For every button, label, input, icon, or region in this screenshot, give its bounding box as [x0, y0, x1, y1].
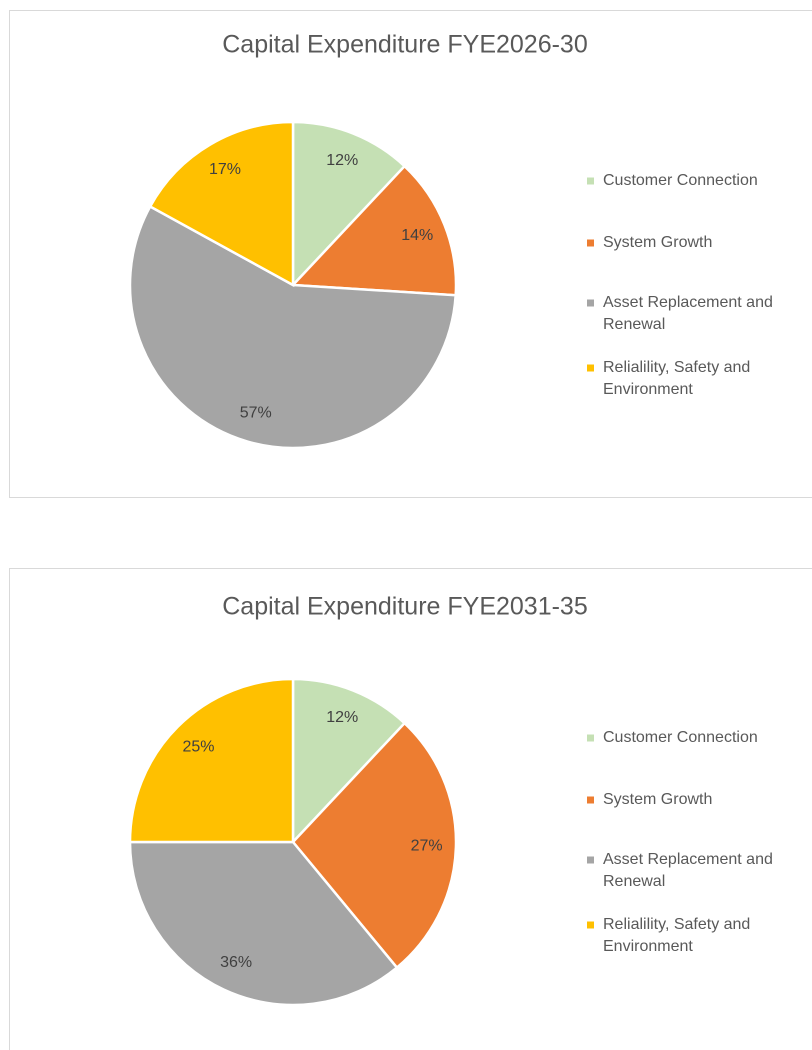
legend-label: System Growth [603, 791, 713, 808]
pie-slice [128, 204, 458, 450]
data-label: 57% [240, 405, 272, 422]
legend-marker [587, 177, 594, 185]
legend-marker [587, 239, 594, 247]
data-label: 25% [182, 739, 214, 756]
pie-slice [291, 721, 458, 970]
legend-marker [587, 856, 594, 864]
legend-label: Customer Connection [603, 172, 758, 189]
pie-slice [290, 164, 458, 297]
data-label: 27% [411, 837, 443, 854]
pie-slice [128, 840, 399, 1007]
pie-slice [148, 120, 295, 288]
data-label: 12% [326, 709, 358, 726]
legend-marker [587, 921, 594, 929]
chart-title: Capital Expenditure FYE2031-35 [222, 593, 588, 621]
legend-marker [587, 734, 594, 742]
legend-marker [587, 364, 594, 372]
legend-label: Relialility, Safety and Environment [603, 359, 751, 398]
legend-marker [587, 796, 594, 804]
pie-slice [128, 677, 295, 844]
legend-marker [587, 299, 594, 307]
legend-label: Relialility, Safety and Environment [603, 916, 751, 955]
legend-label: System Growth [603, 234, 713, 251]
legend-label: Asset Replacement and Renewal [603, 851, 773, 890]
data-label: 12% [326, 152, 358, 169]
chart-title: Capital Expenditure FYE2026-30 [222, 31, 588, 59]
data-label: 17% [209, 161, 241, 178]
legend-label: Customer Connection [603, 729, 758, 746]
legend-label: Asset Replacement and Renewal [603, 294, 773, 333]
data-label: 14% [401, 227, 433, 244]
pie-slice [291, 120, 407, 289]
data-label: 36% [220, 954, 252, 971]
pie-slice [291, 677, 407, 846]
